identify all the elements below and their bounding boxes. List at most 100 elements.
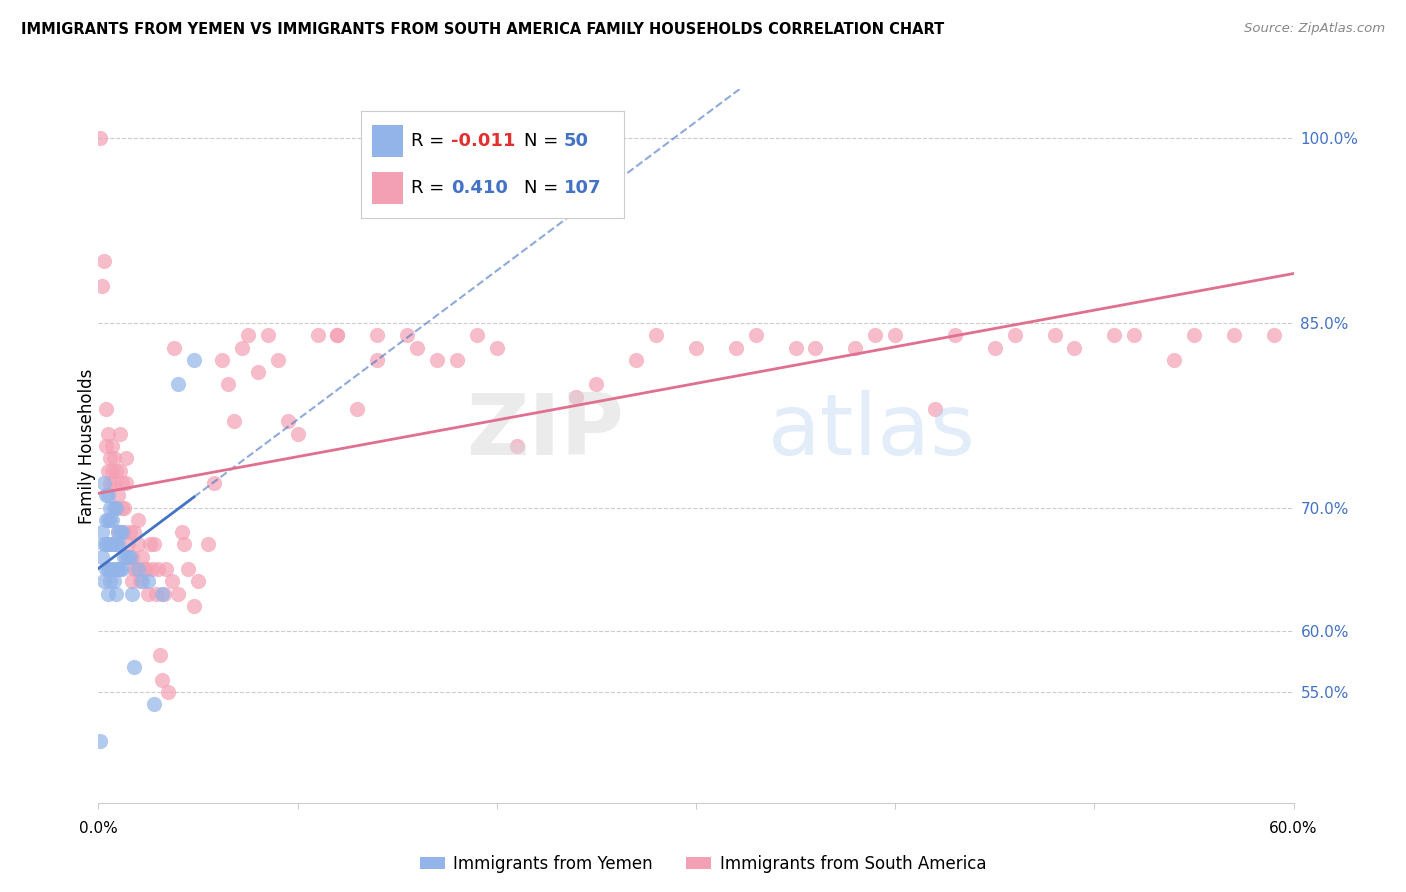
Point [101,562,124,576]
Point [150,587,173,601]
Point [149,648,172,662]
Point [1123,328,1146,343]
Point [177,562,200,576]
Point [1163,352,1185,367]
Point [103,537,125,551]
Point [101,537,124,551]
Point [89,734,111,748]
Point [100,562,122,576]
Point [121,587,143,601]
Text: N =: N = [524,132,564,150]
Point [101,439,124,453]
Point [139,537,162,551]
Point [120,549,142,564]
Point [585,377,607,392]
Point [117,549,139,564]
Text: -0.011: -0.011 [451,132,515,150]
Point [135,562,157,576]
Point [136,587,159,601]
Point [131,549,153,564]
Legend: Immigrants from Yemen, Immigrants from South America: Immigrants from Yemen, Immigrants from S… [413,848,993,880]
Point [145,587,167,601]
Point [93,254,115,268]
Point [96,562,118,576]
Point [155,562,177,576]
Point [150,673,173,687]
Point [183,352,205,367]
Point [127,513,149,527]
Y-axis label: Family Households: Family Households [79,368,96,524]
Point [115,451,138,466]
Point [100,574,122,589]
Point [173,537,195,551]
Point [96,402,118,417]
Point [143,698,166,712]
Text: 50: 50 [564,132,589,150]
Text: N =: N = [524,178,564,196]
Point [256,328,278,343]
Text: 107: 107 [564,178,602,196]
Point [97,537,120,551]
Point [91,525,114,540]
Point [110,464,132,478]
Point [406,341,429,355]
Point [396,328,419,343]
Point [277,414,299,428]
Point [645,328,668,343]
Point [124,525,146,540]
Point [97,513,120,527]
Point [97,464,120,478]
Point [103,451,125,466]
Point [485,341,508,355]
Point [111,500,134,515]
Point [91,279,114,293]
Text: R =: R = [412,132,450,150]
Point [125,562,148,576]
Point [197,537,219,551]
Text: 0.0%: 0.0% [79,822,118,837]
Point [163,341,186,355]
Point [1102,328,1125,343]
Text: Source: ZipAtlas.com: Source: ZipAtlas.com [1244,22,1385,36]
Point [745,328,768,343]
Point [112,549,135,564]
Point [100,537,122,551]
Point [287,426,309,441]
Point [93,475,115,490]
Point [115,475,138,490]
Point [131,574,153,589]
Point [105,587,128,601]
Point [120,525,142,540]
Text: R =: R = [412,178,450,196]
Point [100,451,122,466]
Point [136,574,159,589]
Point [804,341,827,355]
Point [100,475,122,490]
Point [105,562,128,576]
Point [211,352,233,367]
Point [326,328,349,343]
Point [105,464,128,478]
Point [924,402,946,417]
Point [103,500,125,515]
Point [943,328,966,343]
Point [107,562,129,576]
Point [1182,328,1205,343]
Point [111,562,134,576]
Point [346,402,368,417]
Point [863,328,887,343]
Point [89,131,111,145]
Point [121,549,143,564]
Point [884,328,907,343]
Point [97,488,120,502]
Point [117,537,139,551]
Point [120,549,142,564]
Point [217,377,239,392]
Point [465,328,488,343]
Point [426,352,449,367]
Point [236,328,259,343]
Point [157,685,180,699]
Point [222,414,245,428]
Point [134,562,156,576]
Point [1063,341,1085,355]
